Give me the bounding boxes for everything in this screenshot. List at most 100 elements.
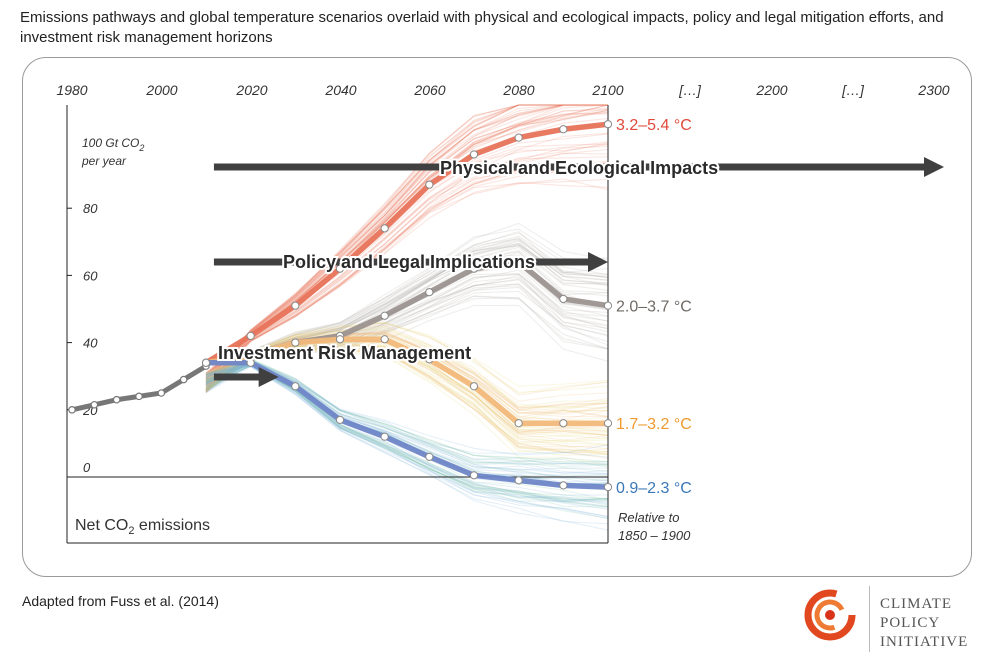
series-point-low [514,419,523,428]
scenario-line [205,321,609,392]
scenario-line [205,236,609,390]
series-point-lowest [380,432,389,441]
scenario-line [205,278,609,386]
series-point-low [380,335,389,344]
scenario-line [205,104,608,383]
scenario-line [205,104,608,379]
scenario-line [205,324,609,402]
x-tick-label: 2020 [235,82,267,98]
scenario-line [205,285,609,383]
scenario-line [205,142,609,391]
chart-title: Emissions pathways and global temperatur… [20,9,944,46]
scenario-line [205,222,609,377]
relative-label-2: 1850 – 1900 [618,528,691,543]
annotation-label: Policy and Legal Implications [283,252,535,272]
series-point-high [291,301,300,310]
historical-point [90,400,99,409]
scenario-line [205,104,608,377]
scenario-line [205,104,608,380]
scenario-line [205,322,609,396]
scenario-line [205,104,608,381]
arrow-head [588,252,608,272]
annotation-arrow: Physical and Ecological Impacts [213,156,944,180]
arrow-head [924,157,944,177]
x-tick-label: 2100 [591,82,623,98]
scenario-line [205,358,609,468]
logo-line-1: CLIMATE [880,596,952,612]
scenario-line [205,276,609,390]
scenario-line [205,235,609,393]
scenario-line [205,326,609,410]
scenario-line [205,104,608,388]
scenario-line [205,104,608,390]
scenario-line [205,104,608,382]
series-point-high [425,180,434,189]
series-point-lowest [559,481,568,490]
series-label-mid: 2.0–3.7 °C [616,299,692,316]
scenario-line [205,239,609,377]
scenario-line [205,145,609,392]
scenario-line [205,156,609,383]
series-point-lowest [201,358,211,367]
series-point-mid [603,301,613,310]
scenario-line [205,104,608,389]
y-axis-unit-label: 100 Gt CO2 [82,136,144,153]
scenario-line [205,238,609,383]
series-label-low: 1.7–3.2 °C [616,416,692,433]
scenario-line [205,345,609,450]
y-tick-label: 0 [83,460,91,475]
scenario-line [205,178,609,374]
scenario-line [205,295,609,392]
annotation-arrow: Investment Risk Management [213,341,473,387]
series-point-high [246,331,255,340]
chart-frame [22,57,972,577]
historical-point [112,395,121,404]
annotation-label: Investment Risk Management [218,343,471,363]
scenario-line [205,228,609,377]
scenario-line [205,322,609,395]
series-point-low [335,335,345,344]
arrow-head [258,367,279,387]
scenario-line [205,359,609,466]
scenario-line [205,279,609,384]
x-tick-label: […] [841,82,865,98]
relative-label-1: Relative to [618,510,679,525]
scenario-line [205,169,609,376]
scenario-line [205,104,608,378]
scenario-line [205,359,609,456]
scenario-line [205,342,609,440]
scenario-line [205,331,609,418]
annotation-arrow: Policy and Legal Implications [213,250,608,274]
scenario-line [205,104,608,391]
historical-point [179,375,188,384]
scenario-line [205,104,608,374]
scenario-line [205,104,608,380]
scenario-line [205,359,609,458]
historical-point [135,392,143,401]
climate-policy-initiative-logo [804,589,856,641]
x-tick-label: 2060 [413,82,445,98]
y-tick-label: 60 [83,268,98,283]
series-point-mid [425,288,434,297]
scenario-line [205,322,609,393]
scenario-line [205,104,608,377]
scenario-line [205,283,609,385]
y-axis-unit-label-2: per year [81,154,127,168]
scenario-line [205,347,609,455]
source-note: Adapted from Fuss et al. (2014) [22,593,219,609]
historical-point [157,389,166,397]
scenario-line [205,346,609,446]
logo-line-2: POLICY [880,615,941,631]
x-tick-label: […] [678,82,702,98]
scenario-line [205,181,609,375]
x-tick-label: 2080 [502,82,534,98]
series-point-high [380,224,389,233]
scenario-line [205,290,609,386]
series-point-low [559,419,568,428]
series-point-lowest [514,476,523,485]
scenario-line [205,343,609,437]
series-point-lowest [425,452,434,461]
scenario-line [205,230,609,384]
scenario-line [205,349,609,453]
